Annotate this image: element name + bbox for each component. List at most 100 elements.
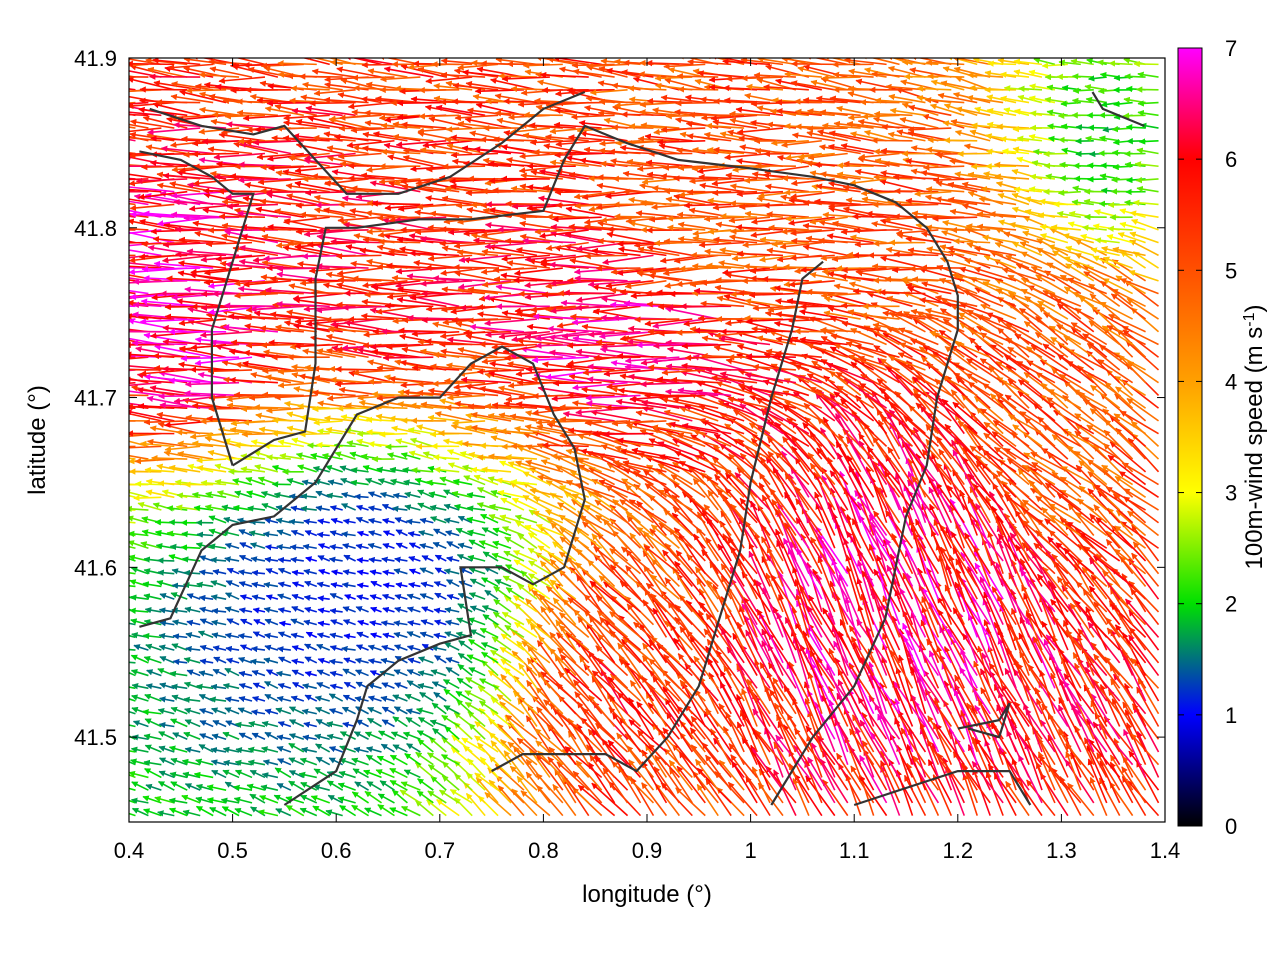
wind-vector bbox=[130, 204, 174, 208]
x-tick-label: 1.4 bbox=[1150, 838, 1181, 863]
wind-vector bbox=[1044, 154, 1068, 155]
wind-vector bbox=[263, 534, 277, 536]
wind-vector bbox=[434, 610, 446, 612]
wind-vector bbox=[115, 438, 149, 447]
wind-vector bbox=[417, 731, 433, 739]
wind-vector bbox=[677, 76, 718, 77]
wind-vector bbox=[289, 743, 304, 752]
wind-vector bbox=[304, 621, 317, 624]
wind-vector bbox=[510, 766, 537, 790]
wind-vector bbox=[303, 685, 317, 688]
wind-vector bbox=[526, 759, 550, 790]
wind-vector bbox=[131, 121, 175, 128]
wind-vector bbox=[553, 785, 576, 816]
wind-vector bbox=[356, 545, 368, 548]
wind-vector bbox=[293, 294, 342, 299]
wind-vector bbox=[200, 709, 214, 713]
wind-vector bbox=[355, 659, 368, 662]
wind-vector bbox=[393, 495, 407, 497]
wind-vector bbox=[370, 571, 381, 573]
wind-vector bbox=[489, 298, 537, 306]
wind-vector bbox=[680, 627, 705, 663]
wind-vector bbox=[446, 408, 486, 409]
wind-vector bbox=[317, 670, 329, 675]
y-tick-label: 41.9 bbox=[74, 46, 117, 71]
wind-vector bbox=[368, 697, 381, 701]
wind-vector bbox=[785, 192, 822, 193]
wind-vector bbox=[882, 127, 925, 128]
wind-vector bbox=[395, 645, 408, 650]
wind-vector bbox=[343, 669, 356, 675]
wind-vector bbox=[290, 707, 304, 714]
x-tick-label: 1 bbox=[744, 838, 756, 863]
wind-vector bbox=[419, 657, 434, 662]
wind-vector bbox=[501, 659, 524, 675]
wind-vector bbox=[446, 658, 459, 663]
wind-vector bbox=[344, 620, 356, 624]
wind-vector bbox=[1095, 211, 1120, 217]
wind-vector bbox=[252, 671, 265, 675]
wind-vector bbox=[142, 268, 200, 269]
wind-vector bbox=[199, 572, 213, 574]
wind-vector bbox=[577, 575, 602, 612]
wind-vector bbox=[342, 648, 356, 650]
wind-vector bbox=[116, 584, 135, 586]
wind-vector bbox=[381, 660, 394, 663]
colorbar-tick-label: 5 bbox=[1225, 258, 1237, 283]
wind-vector bbox=[145, 769, 162, 778]
wind-vector bbox=[514, 676, 537, 701]
wind-vector bbox=[408, 608, 421, 612]
wind-vector bbox=[336, 369, 382, 370]
colorbar-tick-label: 1 bbox=[1225, 703, 1237, 728]
wind-vector bbox=[329, 694, 342, 701]
wind-vector bbox=[370, 595, 381, 599]
wind-vector bbox=[1024, 322, 1055, 345]
wind-vector bbox=[212, 709, 226, 714]
wind-vector bbox=[379, 242, 421, 243]
wind-vector bbox=[1124, 99, 1146, 102]
wind-vector bbox=[1133, 542, 1158, 574]
wind-vector bbox=[314, 90, 355, 94]
wind-vector bbox=[318, 520, 330, 522]
wind-vector bbox=[225, 558, 239, 561]
y-tick-label: 41.8 bbox=[74, 216, 117, 241]
wind-vector bbox=[239, 609, 252, 612]
wind-vector bbox=[317, 634, 329, 637]
wind-vector bbox=[293, 683, 304, 689]
wind-vector bbox=[200, 661, 213, 663]
wind-vector bbox=[110, 521, 135, 523]
wind-vector bbox=[262, 395, 304, 396]
wind-vector bbox=[119, 709, 135, 714]
wind-vector bbox=[1108, 229, 1133, 230]
wind-vector bbox=[1124, 730, 1146, 778]
wind-vector bbox=[407, 595, 420, 599]
wind-vector bbox=[559, 552, 588, 574]
wind-vector bbox=[199, 745, 213, 752]
wind-vector bbox=[368, 718, 382, 726]
wind-vector bbox=[254, 407, 291, 408]
wind-vector bbox=[397, 103, 446, 104]
wind-vector bbox=[240, 645, 252, 650]
wind-vector bbox=[836, 442, 860, 485]
wind-vector bbox=[455, 115, 498, 118]
wind-vector bbox=[369, 532, 382, 536]
wind-vector bbox=[408, 659, 420, 663]
wind-vector bbox=[342, 584, 355, 586]
wind-vector bbox=[225, 669, 239, 676]
wind-vector bbox=[435, 593, 446, 599]
wind-vector bbox=[726, 360, 770, 370]
wind-vector bbox=[883, 633, 900, 675]
wind-vector bbox=[395, 559, 408, 561]
wind-vector bbox=[343, 607, 356, 612]
wind-vector bbox=[635, 319, 680, 320]
y-tick-label: 41.6 bbox=[74, 555, 117, 580]
wind-vector bbox=[514, 551, 537, 561]
wind-vector bbox=[186, 634, 200, 638]
wind-vector bbox=[344, 682, 355, 688]
wind-vector bbox=[458, 653, 472, 663]
wind-vector bbox=[369, 507, 382, 510]
x-tick-label: 0.5 bbox=[217, 838, 248, 863]
wind-vector bbox=[267, 103, 317, 104]
wind-vector bbox=[227, 619, 239, 625]
wind-vector bbox=[433, 729, 447, 740]
